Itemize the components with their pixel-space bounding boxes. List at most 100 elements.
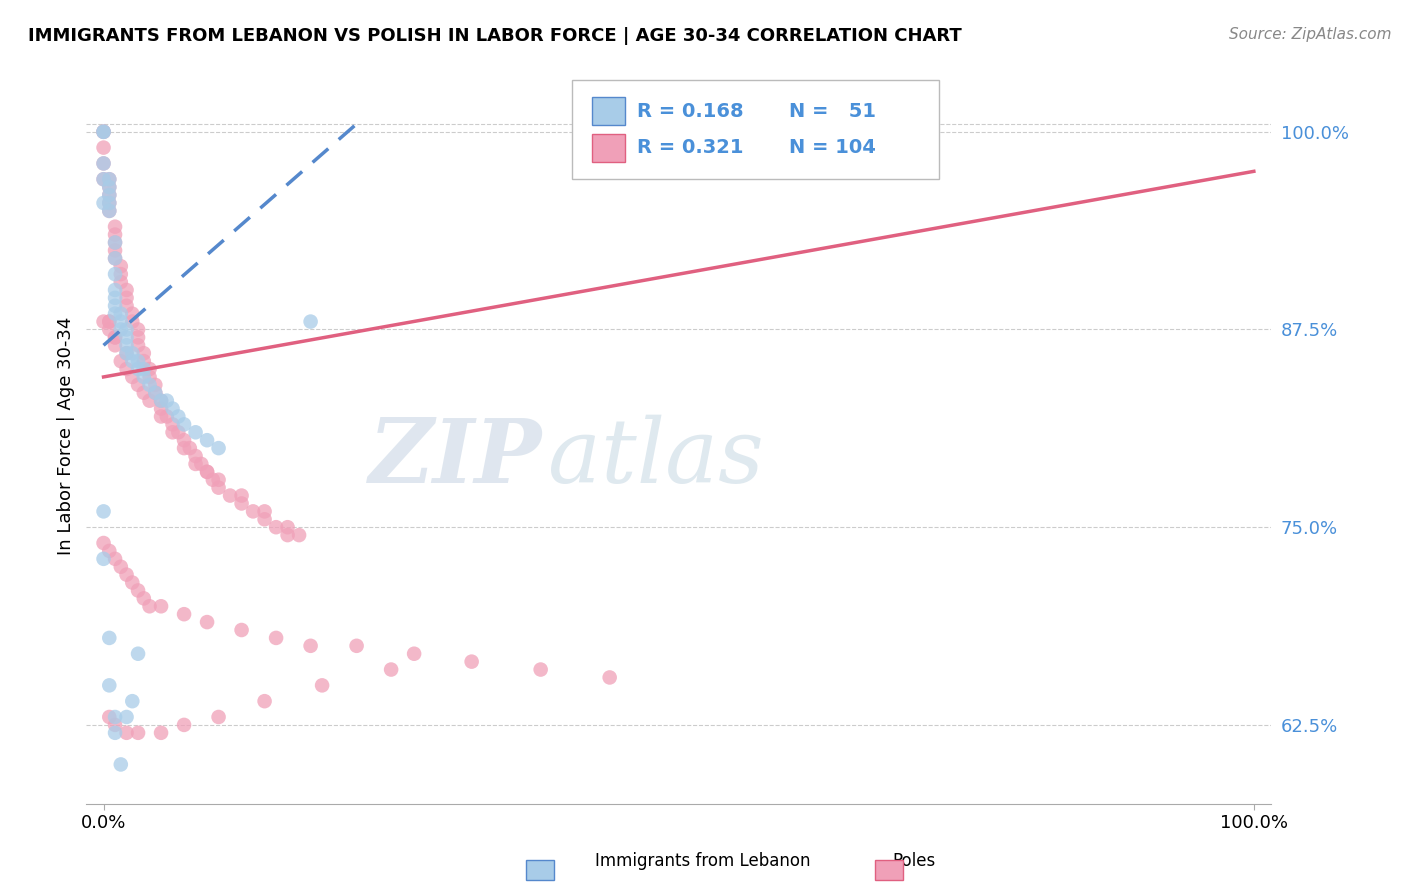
Point <box>242 504 264 518</box>
Point <box>138 599 160 614</box>
Point <box>184 425 207 440</box>
Text: ZIP: ZIP <box>368 415 543 501</box>
Point <box>104 235 127 250</box>
Point <box>264 520 287 534</box>
Point <box>104 330 127 344</box>
Point <box>132 370 155 384</box>
Y-axis label: In Labor Force | Age 30-34: In Labor Force | Age 30-34 <box>58 317 75 556</box>
Point <box>104 338 127 352</box>
Point <box>98 188 121 202</box>
Point <box>115 330 138 344</box>
Point <box>110 259 132 273</box>
Point <box>132 385 155 400</box>
Point <box>121 354 143 368</box>
Point <box>98 172 121 186</box>
Point <box>143 385 166 400</box>
Point <box>104 718 127 732</box>
Point <box>98 180 121 194</box>
Point <box>93 172 115 186</box>
Point <box>150 393 173 408</box>
Point <box>138 393 160 408</box>
Point <box>311 678 333 692</box>
Text: N = 104: N = 104 <box>789 138 876 158</box>
Point <box>93 125 115 139</box>
Point <box>346 639 368 653</box>
Point <box>98 631 121 645</box>
Point <box>530 663 553 677</box>
Point <box>110 307 132 321</box>
Point <box>207 441 229 455</box>
Point <box>132 346 155 360</box>
Point <box>98 322 121 336</box>
Point <box>404 647 426 661</box>
Point <box>277 528 299 542</box>
Point <box>184 457 207 471</box>
Text: IMMIGRANTS FROM LEBANON VS POLISH IN LABOR FORCE | AGE 30-34 CORRELATION CHART: IMMIGRANTS FROM LEBANON VS POLISH IN LAB… <box>28 27 962 45</box>
Point <box>104 330 127 344</box>
Text: Immigrants from Lebanon: Immigrants from Lebanon <box>595 852 811 870</box>
Point <box>380 663 402 677</box>
Point <box>253 512 276 526</box>
Point <box>110 757 132 772</box>
Point <box>110 275 132 289</box>
Point <box>162 401 184 416</box>
Point <box>179 441 201 455</box>
Point <box>167 425 190 440</box>
Point <box>173 718 195 732</box>
Point <box>231 623 253 637</box>
Point <box>127 362 149 376</box>
Point <box>115 362 138 376</box>
Point <box>104 244 127 258</box>
Point <box>93 172 115 186</box>
Point <box>115 299 138 313</box>
Text: atlas: atlas <box>548 415 763 501</box>
Point <box>98 180 121 194</box>
Text: N =   51: N = 51 <box>789 102 876 120</box>
Point <box>162 417 184 432</box>
Point <box>195 615 218 629</box>
Point <box>115 710 138 724</box>
Point <box>150 401 173 416</box>
Point <box>173 434 195 448</box>
Point <box>110 559 132 574</box>
Point <box>104 291 127 305</box>
Point <box>156 409 179 424</box>
Text: R = 0.321: R = 0.321 <box>637 138 744 158</box>
Point <box>93 125 115 139</box>
Point <box>104 299 127 313</box>
FancyBboxPatch shape <box>592 134 626 162</box>
Point <box>162 425 184 440</box>
Point <box>173 607 195 622</box>
Point <box>98 544 121 558</box>
FancyBboxPatch shape <box>592 97 626 125</box>
Text: Source: ZipAtlas.com: Source: ZipAtlas.com <box>1229 27 1392 42</box>
Point <box>93 125 115 139</box>
Point <box>150 409 173 424</box>
Point <box>115 322 138 336</box>
Point <box>127 583 149 598</box>
Point <box>121 575 143 590</box>
Point <box>127 354 149 368</box>
Point <box>132 362 155 376</box>
Point <box>110 315 132 329</box>
Point <box>195 465 218 479</box>
Point <box>121 307 143 321</box>
Point <box>143 377 166 392</box>
Point <box>115 338 138 352</box>
Point <box>138 362 160 376</box>
Point <box>115 567 138 582</box>
Point <box>127 338 149 352</box>
Point <box>98 315 121 329</box>
Point <box>299 315 322 329</box>
Point <box>138 377 160 392</box>
Point <box>219 489 242 503</box>
Point <box>231 496 253 510</box>
Point <box>110 267 132 281</box>
Point <box>104 252 127 266</box>
Point <box>104 710 127 724</box>
Point <box>115 346 138 360</box>
Point <box>460 655 482 669</box>
Point <box>207 481 229 495</box>
Point <box>93 536 115 550</box>
Point <box>127 647 149 661</box>
